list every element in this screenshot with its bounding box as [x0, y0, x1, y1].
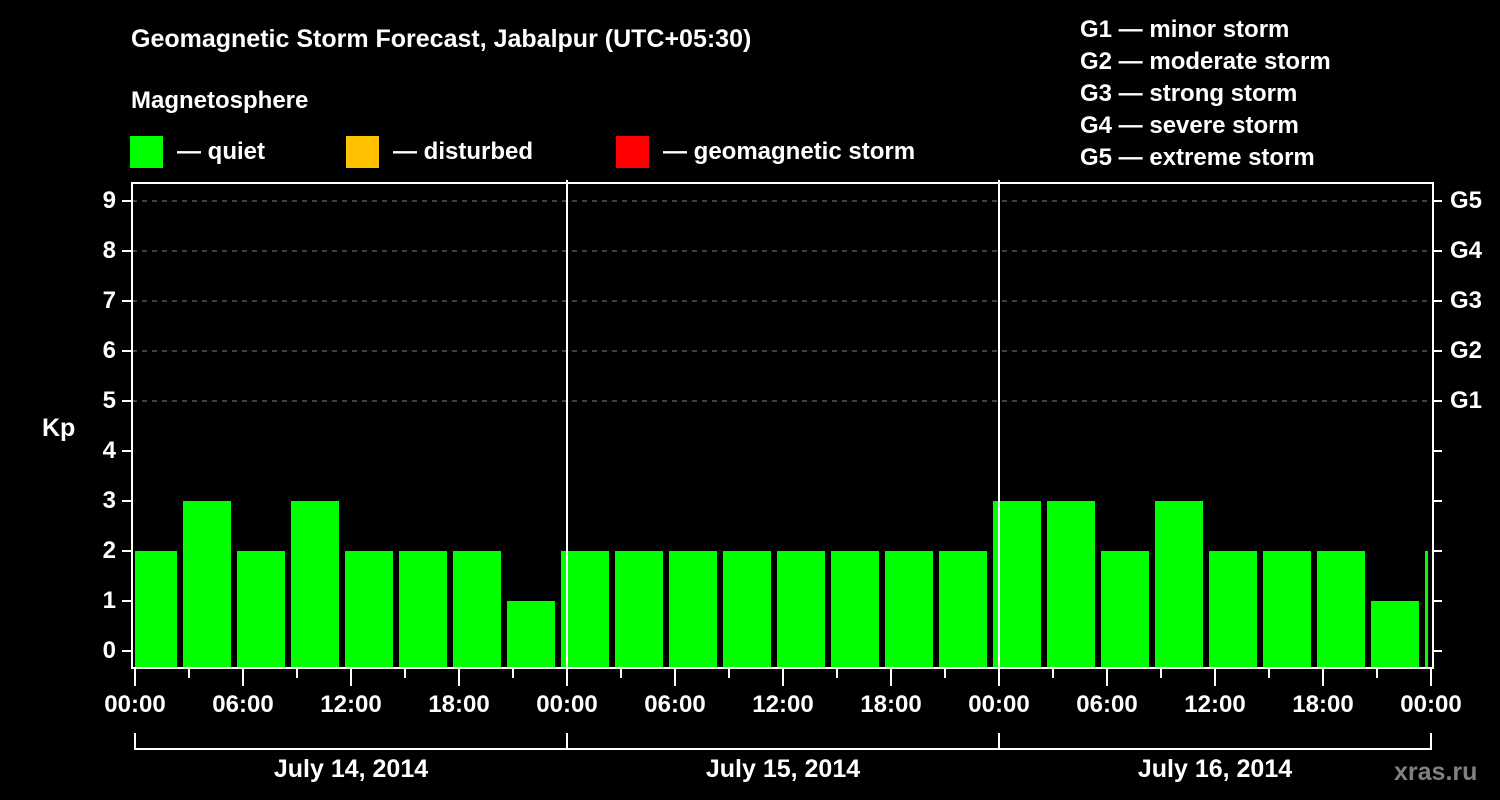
- x-tick-label: 00:00: [1400, 691, 1462, 718]
- kp-bar: [1047, 501, 1095, 667]
- x-tick-label: 12:00: [752, 691, 814, 718]
- chart-title: Geomagnetic Storm Forecast, Jabalpur (UT…: [131, 25, 752, 53]
- x-tick-label: 06:00: [212, 691, 274, 718]
- g2-legend: G2 — moderate storm: [1080, 48, 1331, 75]
- g-level-label: G2: [1450, 337, 1483, 364]
- kp-bar: [1317, 551, 1365, 667]
- x-tick-label: 00:00: [968, 691, 1030, 718]
- legend-heading: Magnetosphere: [131, 87, 309, 114]
- y-tick-label: 7: [102, 287, 116, 314]
- kp-bar: [1209, 551, 1257, 667]
- kp-bar: [1263, 551, 1311, 667]
- kp-bar: [135, 551, 177, 667]
- kp-bar: [993, 501, 1041, 667]
- x-tick-label: 18:00: [860, 691, 922, 718]
- y-tick-label: 4: [102, 437, 116, 464]
- legend-storm: — geomagnetic storm: [616, 135, 915, 168]
- g-level-label: G5: [1450, 187, 1483, 214]
- legend-disturbed: — disturbed: [346, 135, 533, 168]
- y-tick-label: 6: [102, 337, 116, 364]
- kp-bar: [399, 551, 447, 667]
- x-tick-label: 00:00: [536, 691, 598, 718]
- kp-bar: [1371, 601, 1419, 667]
- kp-bar: [939, 551, 987, 667]
- g-level-label: G1: [1450, 387, 1483, 414]
- kp-bar: [183, 501, 231, 667]
- kp-bar: [291, 501, 339, 667]
- y-tick-label: 3: [102, 487, 116, 514]
- y-tick-label: 9: [102, 187, 116, 214]
- kp-bar: [615, 551, 663, 667]
- x-tick-label: 12:00: [320, 691, 382, 718]
- disturbed-swatch: [346, 135, 379, 168]
- x-tick-label: 06:00: [644, 691, 706, 718]
- g-scale-legend: G1 — minor storm G2 — moderate storm G3 …: [1080, 14, 1331, 174]
- x-tick-label: 00:00: [104, 691, 166, 718]
- kp-bar: [507, 601, 555, 667]
- y-axis-label: Kp: [42, 414, 76, 442]
- kp-bar: [831, 551, 879, 667]
- kp-bar: [561, 551, 609, 667]
- legend-storm-label: — geomagnetic storm: [663, 137, 916, 165]
- y-tick-label: 5: [102, 387, 116, 414]
- g5-legend: G5 — extreme storm: [1080, 144, 1315, 171]
- watermark: xras.ru: [1394, 758, 1478, 786]
- y-tick-label: 0: [102, 637, 116, 664]
- g-level-label: G3: [1450, 287, 1483, 314]
- date-label: July 14, 2014: [273, 755, 429, 783]
- x-tick-label: 18:00: [428, 691, 490, 718]
- g1-legend: G1 — minor storm: [1080, 16, 1290, 43]
- y-tick-label: 1: [102, 587, 116, 614]
- kp-bar: [885, 551, 933, 667]
- legend-disturbed-label: — disturbed: [393, 137, 534, 165]
- x-tick-label: 06:00: [1076, 691, 1138, 718]
- kp-bar: [237, 551, 285, 667]
- kp-bar: [723, 551, 771, 667]
- kp-bar: [1425, 551, 1428, 667]
- kp-bar: [453, 551, 501, 667]
- date-label: July 16, 2014: [1137, 755, 1293, 783]
- g-level-label: G4: [1450, 237, 1483, 264]
- g3-legend: G3 — strong storm: [1080, 80, 1298, 107]
- g4-legend: G4 — severe storm: [1080, 112, 1299, 139]
- legend-quiet: — quiet: [130, 135, 265, 168]
- storm-swatch: [616, 135, 649, 168]
- kp-bar: [1155, 501, 1203, 667]
- y-tick-label: 2: [102, 537, 116, 564]
- legend-quiet-label: — quiet: [177, 137, 265, 165]
- kp-bar: [669, 551, 717, 667]
- x-tick-label: 12:00: [1184, 691, 1246, 718]
- kp-bar: [777, 551, 825, 667]
- quiet-swatch: [130, 135, 163, 168]
- date-label: July 15, 2014: [705, 755, 861, 783]
- kp-bar: [345, 551, 393, 667]
- x-tick-label: 18:00: [1292, 691, 1354, 718]
- y-tick-label: 8: [102, 237, 116, 264]
- kp-bar: [1101, 551, 1149, 667]
